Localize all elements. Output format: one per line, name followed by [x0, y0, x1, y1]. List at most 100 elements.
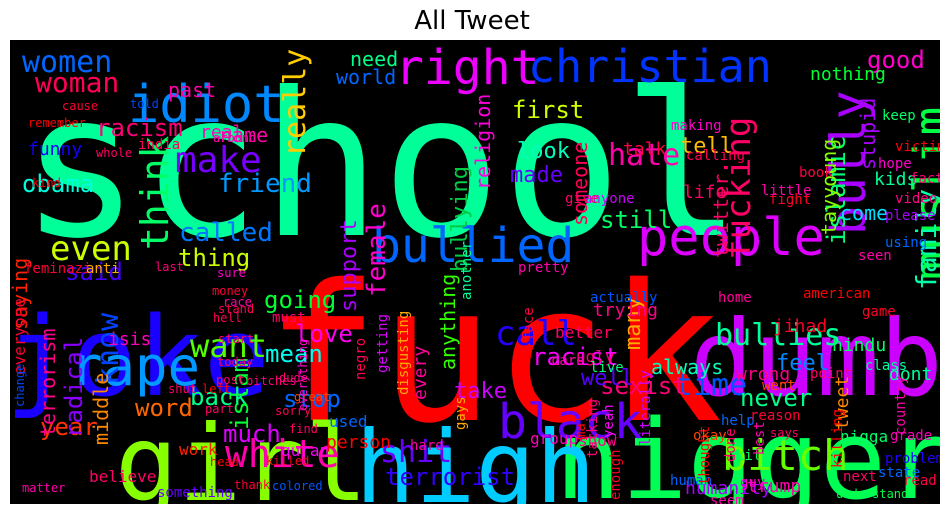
word-first: first — [512, 96, 584, 124]
word-past: past — [168, 78, 216, 102]
word-high: high — [355, 409, 596, 504]
word-bullied: bullied — [372, 218, 574, 274]
word-feel: feel — [776, 351, 829, 376]
word-obama: obama — [22, 170, 94, 198]
word-told: told — [130, 97, 159, 111]
word-talk: talk — [623, 139, 667, 160]
word-funny: funny — [28, 139, 82, 160]
word-best: best — [752, 421, 768, 455]
word-real: real — [200, 122, 243, 143]
word-seem: seem — [710, 493, 744, 504]
word-better: better — [555, 323, 613, 342]
word-anything: anything — [436, 274, 460, 370]
word-people: people — [637, 208, 825, 268]
word-made: made — [510, 163, 563, 188]
word-gays: gays — [453, 396, 469, 430]
word-pretty: pretty — [518, 260, 569, 276]
word-reason: reason — [750, 408, 801, 424]
word-still: still — [600, 206, 672, 234]
word-religion: religion — [471, 94, 495, 190]
word-said: said — [65, 258, 123, 286]
word-country: country — [893, 376, 909, 435]
word-post: post — [216, 373, 245, 387]
word-matter: matter — [22, 481, 65, 495]
word-well: well — [581, 366, 634, 391]
word-hope: hope — [878, 156, 912, 172]
word-need: need — [350, 47, 398, 71]
word-know: know — [91, 312, 126, 385]
word-live: live — [590, 360, 624, 376]
word-mean: mean — [265, 340, 323, 368]
word-next: next — [843, 469, 877, 485]
word-grade: grade — [890, 428, 932, 444]
word-someone: someone — [568, 142, 592, 226]
word-radical: radical — [60, 337, 88, 438]
word-bullies: bullies — [715, 318, 841, 353]
word-muslim: muslim — [904, 107, 940, 280]
word-actually: actually — [590, 290, 657, 306]
word-bitch: bitch — [722, 431, 848, 480]
word-using: using — [885, 235, 927, 251]
word-back: back — [190, 383, 248, 411]
word-black: black — [498, 394, 643, 450]
word-nigga: nigga — [840, 427, 888, 446]
word-every: every — [410, 346, 431, 400]
word-everything: everything — [296, 339, 310, 411]
word-even: even — [50, 229, 132, 269]
word-something: something — [157, 485, 233, 501]
word-school: school — [20, 50, 742, 283]
word-group: group — [530, 429, 578, 448]
word-work: work — [179, 440, 218, 459]
word-negro: negro — [353, 338, 369, 380]
word-show: show — [578, 431, 617, 450]
word-little: little — [761, 183, 812, 199]
word-rape: rape — [70, 335, 200, 398]
word-cause: cause — [62, 99, 98, 113]
word-nigger: nigger — [555, 396, 940, 504]
word-race: race — [223, 295, 252, 309]
word-time: time — [675, 368, 747, 403]
word-please: please — [885, 208, 936, 224]
word-enough: enough — [608, 449, 624, 500]
word-islamic: islamic — [822, 135, 852, 245]
word-home: home — [718, 290, 752, 306]
word-yeah: yeah — [601, 404, 617, 438]
word-anyone: anyone — [584, 191, 635, 207]
word-fucking: fucking — [719, 117, 759, 260]
word-look: look — [517, 139, 570, 164]
word-white: white — [225, 432, 339, 476]
word-kill: kill — [736, 448, 770, 464]
word-life: life — [683, 182, 726, 203]
word-getting: getting — [375, 314, 391, 373]
word-making: making — [671, 118, 722, 134]
word-always: always — [651, 355, 723, 379]
word-year: year — [40, 413, 98, 441]
word-left: left — [202, 382, 231, 396]
word-whole: whole — [96, 146, 132, 160]
word-care: care — [551, 353, 585, 369]
word-hell: hell — [213, 311, 242, 325]
word-around: around — [213, 131, 256, 145]
word-tell: tell — [680, 134, 733, 159]
word-hindu: hindu — [832, 335, 886, 356]
word-dumb: dumb — [690, 298, 940, 420]
word-name: name — [220, 123, 268, 147]
word-support: support — [337, 219, 362, 312]
word-video: video — [895, 191, 937, 207]
word-called: called — [179, 218, 273, 248]
word-love: love — [295, 320, 353, 348]
word-game: game — [862, 304, 896, 320]
word-women: women — [22, 45, 112, 80]
word-help: help — [721, 413, 755, 429]
word-killed: killed — [266, 454, 309, 468]
word-racism: racism — [96, 114, 183, 142]
word-bully: bully — [821, 91, 877, 236]
word-dude: dude — [279, 371, 308, 385]
word-another: another — [459, 241, 475, 300]
word-anti: anti — [86, 261, 120, 277]
word-isis: isis — [108, 329, 151, 350]
word-human: human — [670, 473, 712, 489]
word-jihad: jihad — [773, 316, 827, 337]
word-state: state — [878, 465, 920, 481]
word-went: went — [762, 378, 796, 394]
